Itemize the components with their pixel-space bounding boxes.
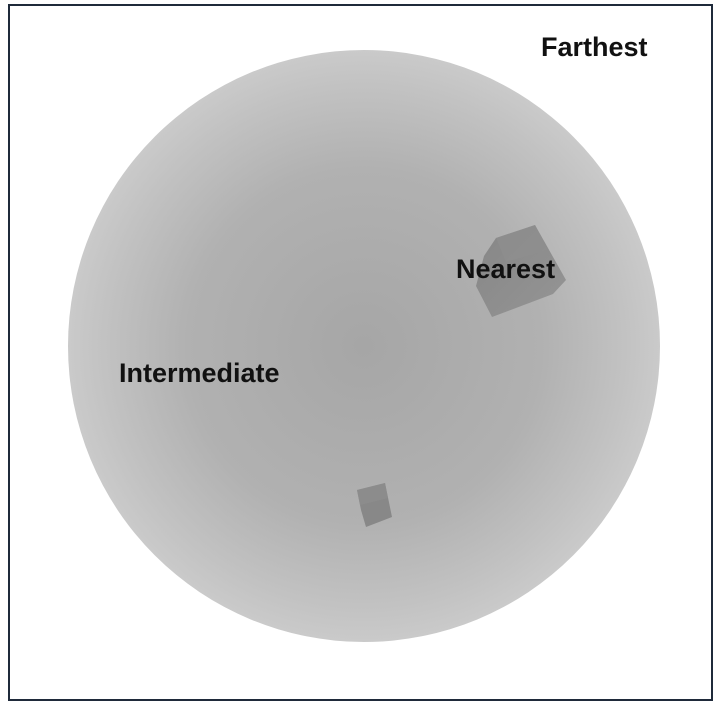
label-intermediate: Intermediate <box>119 358 280 388</box>
nearest-cube <box>476 225 566 317</box>
label-nearest: Nearest <box>456 254 556 284</box>
small-cube <box>357 483 392 527</box>
depth-sphere <box>68 50 660 642</box>
label-farthest: Farthest <box>541 32 648 62</box>
